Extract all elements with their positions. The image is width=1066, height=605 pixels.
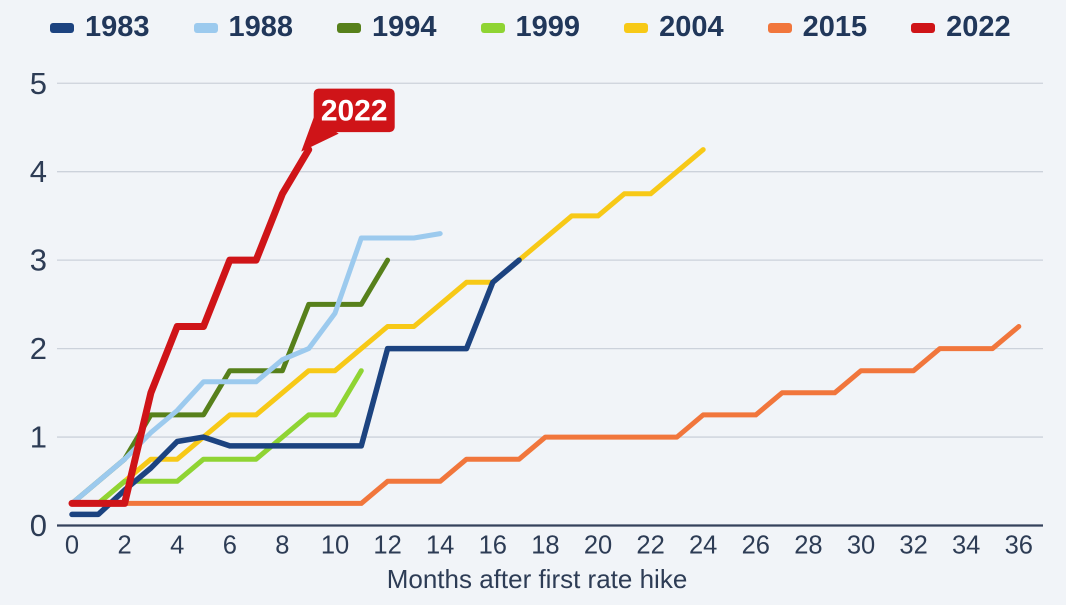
x-tick-label: 14 bbox=[426, 532, 454, 560]
y-tick-label: 2 bbox=[30, 331, 47, 366]
legend-label: 1994 bbox=[372, 11, 437, 43]
legend-item-2015: 2015 bbox=[767, 11, 868, 44]
x-axis-title: Months after first rate hike bbox=[387, 564, 688, 594]
x-tick-label: 2 bbox=[118, 532, 132, 560]
series-line-2015 bbox=[69, 324, 1022, 506]
legend-item-1994: 1994 bbox=[337, 11, 437, 44]
gridlines bbox=[57, 82, 1043, 527]
x-tick-label: 6 bbox=[223, 532, 237, 560]
x-tick-label: 10 bbox=[321, 532, 349, 560]
y-tick-label: 0 bbox=[30, 508, 47, 543]
callout-label: 2022 bbox=[321, 95, 388, 128]
y-axis-tick-labels: 0 1 2 3 4 5 bbox=[30, 66, 47, 543]
legend-swatch-icon bbox=[480, 22, 505, 33]
legend-label: 1983 bbox=[85, 11, 150, 43]
legend-swatch-icon bbox=[911, 22, 936, 33]
y-tick-label: 3 bbox=[30, 243, 47, 278]
series-lines bbox=[68, 146, 1022, 518]
series-line-1983 bbox=[69, 257, 522, 518]
legend-item-2004: 2004 bbox=[624, 11, 724, 44]
x-tick-label: 20 bbox=[584, 532, 612, 560]
x-tick-label: 16 bbox=[479, 532, 507, 560]
series-line-2022 bbox=[68, 146, 313, 507]
x-tick-label: 4 bbox=[170, 532, 184, 560]
x-tick-label: 34 bbox=[952, 532, 980, 560]
x-tick-label: 32 bbox=[899, 532, 927, 560]
legend-label: 1988 bbox=[228, 11, 294, 43]
x-tick-label: 26 bbox=[742, 532, 770, 560]
x-tick-label: 0 bbox=[65, 532, 79, 560]
x-tick-label: 22 bbox=[636, 532, 664, 560]
x-tick-label: 8 bbox=[275, 532, 289, 560]
y-tick-label: 1 bbox=[30, 420, 47, 455]
callout-box bbox=[313, 88, 395, 133]
x-tick-label: 18 bbox=[531, 532, 559, 560]
legend-item-2022: 2022 bbox=[911, 11, 1011, 44]
callout-pointer bbox=[301, 117, 339, 152]
series-line-1999 bbox=[69, 368, 364, 506]
callout-2022: 2022 bbox=[301, 88, 395, 152]
legend-label: 1999 bbox=[515, 11, 581, 43]
legend-label: 2022 bbox=[946, 11, 1011, 43]
y-tick-label: 5 bbox=[30, 66, 47, 101]
legend-swatch-icon bbox=[193, 22, 218, 33]
series-line-1988 bbox=[69, 231, 443, 506]
legend: 1983 1988 1994 1999 2004 2015 2022 bbox=[50, 11, 1011, 44]
legend-swatch-icon bbox=[337, 22, 362, 33]
x-tick-label: 24 bbox=[689, 532, 717, 560]
y-tick-label: 4 bbox=[30, 154, 47, 189]
x-tick-label: 28 bbox=[794, 532, 822, 560]
legend-label: 2015 bbox=[802, 11, 868, 43]
legend-swatch-icon bbox=[50, 22, 74, 33]
series-line-2004 bbox=[69, 147, 706, 506]
x-axis-tick-labels: 0 2 4 6 8 10 12 14 16 18 20 22 24 26 28 30 32 34 36 bbox=[65, 532, 1033, 560]
legend-item-1983: 1983 bbox=[50, 11, 150, 44]
legend-label: 2004 bbox=[659, 11, 724, 43]
x-tick-label: 30 bbox=[847, 532, 875, 560]
x-tick-label: 36 bbox=[1005, 532, 1033, 560]
legend-swatch-icon bbox=[624, 22, 649, 33]
legend-item-1999: 1999 bbox=[480, 11, 581, 44]
legend-swatch-icon bbox=[767, 22, 792, 33]
legend-item-1988: 1988 bbox=[193, 11, 294, 44]
x-tick-label: 12 bbox=[373, 532, 401, 560]
